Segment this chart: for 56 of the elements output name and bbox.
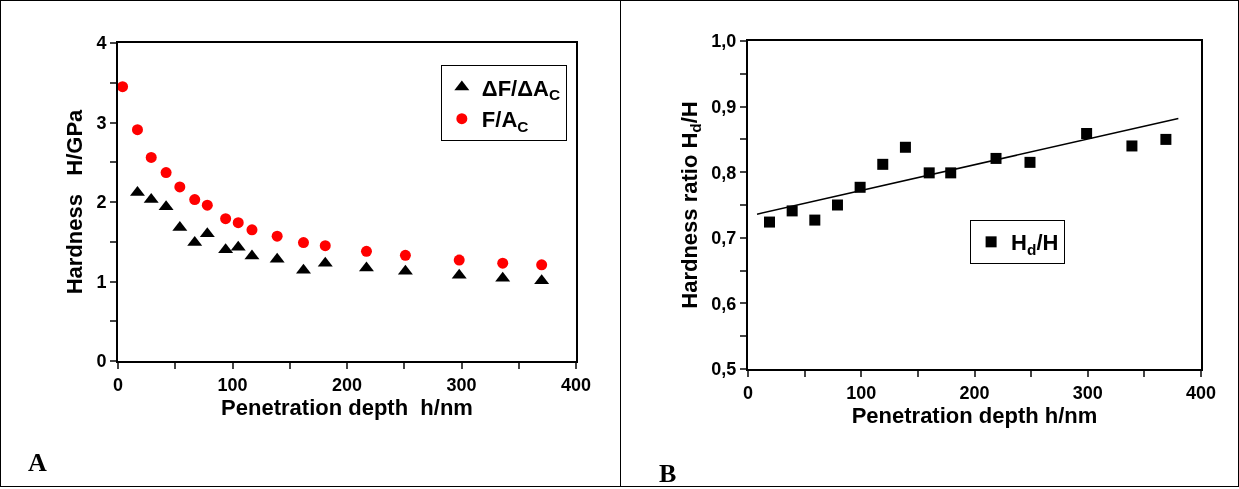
point xyxy=(1126,140,1138,152)
x-axis-title: Penetration depth h/nm xyxy=(221,394,473,420)
y-tick-label: 3 xyxy=(96,112,107,133)
point xyxy=(201,199,213,211)
point xyxy=(174,181,186,193)
y-tick-label: 2 xyxy=(96,192,107,213)
x-tick-label: 100 xyxy=(846,382,877,403)
x-tick-label: 300 xyxy=(446,374,477,395)
point xyxy=(1024,156,1036,168)
point xyxy=(453,254,465,266)
point xyxy=(899,141,911,153)
point xyxy=(297,237,309,249)
point xyxy=(497,257,509,269)
point xyxy=(118,81,129,93)
y-tick-label: 1,0 xyxy=(711,31,737,52)
y-axis-title: Hardness H/GPa xyxy=(61,108,87,295)
y-tick-label: 0,9 xyxy=(711,96,737,117)
x-tick-label: 300 xyxy=(1072,382,1103,403)
x-tick-label: 100 xyxy=(217,374,248,395)
x-tick-label: 200 xyxy=(959,382,990,403)
x-tick-label: 0 xyxy=(112,374,124,395)
x-tick-label: 400 xyxy=(560,374,592,395)
text: B xyxy=(659,459,677,488)
point xyxy=(131,124,143,136)
point xyxy=(220,213,232,225)
y-tick-label: 4 xyxy=(96,33,107,54)
x-tick-label: 400 xyxy=(1185,382,1217,403)
legend-label: F/A$_{C}$ xyxy=(481,107,529,135)
point xyxy=(399,249,411,261)
y-tick-label: 0,6 xyxy=(711,293,737,314)
point xyxy=(360,245,372,257)
point xyxy=(189,194,201,206)
y-tick-label: 1 xyxy=(96,271,107,292)
point xyxy=(831,199,843,211)
point xyxy=(319,240,331,252)
y-tick-label: 0,7 xyxy=(711,228,737,249)
x-tick-label: 200 xyxy=(331,374,363,395)
legend-label: ΔF/ΔA$_{C}$ xyxy=(481,75,561,104)
point xyxy=(809,214,821,226)
point xyxy=(271,230,283,242)
point xyxy=(145,151,157,163)
point xyxy=(1160,133,1172,145)
point xyxy=(764,216,776,228)
y-tick-label: 0,5 xyxy=(711,359,737,380)
legend-label: H$_{d}$/H xyxy=(1011,230,1059,259)
point xyxy=(246,224,258,236)
point xyxy=(232,217,244,229)
y-tick-label: 0,8 xyxy=(711,162,737,183)
text: A xyxy=(28,448,47,477)
point xyxy=(536,259,548,271)
point xyxy=(877,158,889,170)
point xyxy=(1081,128,1093,139)
x-tick-label: 0 xyxy=(742,382,754,403)
y-tick-label: 0 xyxy=(96,351,107,372)
x-axis-title: Penetration depth h/nm xyxy=(851,402,1098,428)
point xyxy=(160,167,172,179)
